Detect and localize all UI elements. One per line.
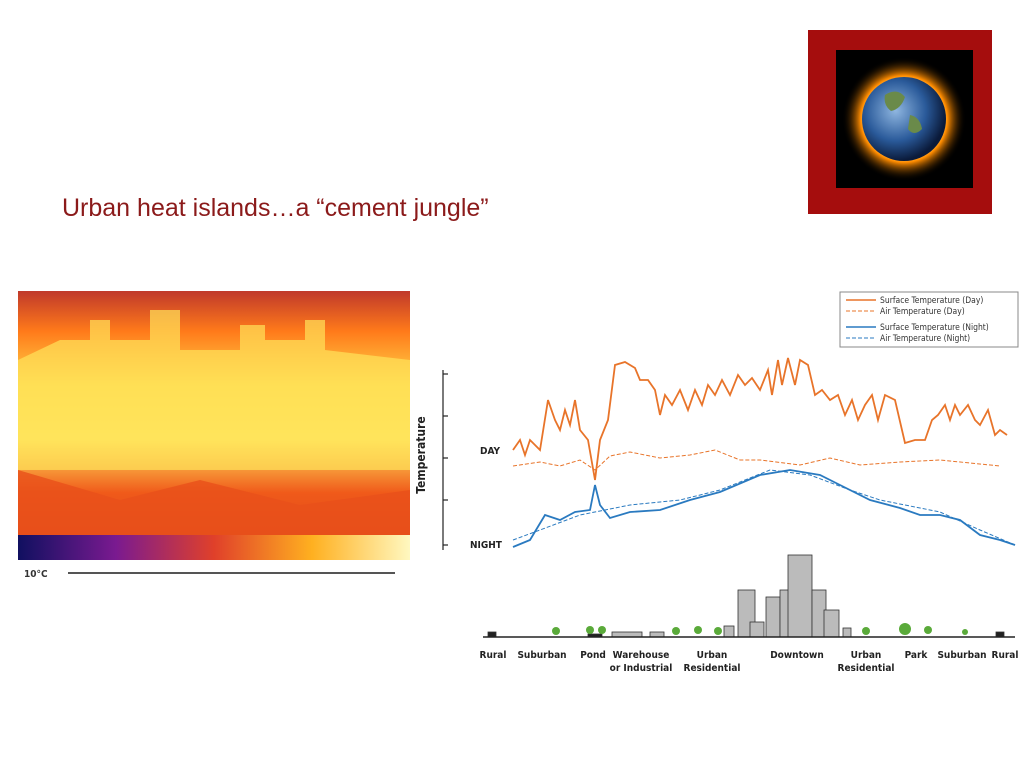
zone-label-line: Rural <box>992 650 1019 661</box>
zone-label-line: Rural <box>480 650 507 661</box>
sun-glow <box>842 57 966 181</box>
zone-label: Warehouse or Industrial <box>610 650 673 674</box>
zone-label-line: Suburban <box>517 650 566 661</box>
scale-label: 10°C <box>24 569 48 580</box>
legend-entry: Surface Temperature (Night) <box>880 323 989 333</box>
zone-label: Rural <box>480 650 507 661</box>
zone-label-line: Pond <box>580 650 606 661</box>
zone-label-line: Residential <box>684 663 741 674</box>
buildings <box>487 554 1005 638</box>
zone-label: Urban Residential <box>684 650 741 674</box>
legend-box <box>839 291 1019 348</box>
zone-label-line: Downtown <box>770 650 824 661</box>
zone-label-line: Urban <box>697 650 728 661</box>
air-day-curve <box>512 449 1001 471</box>
y-axis-label: Temperature <box>414 416 428 494</box>
zone-label-line: Park <box>905 650 929 661</box>
zone-label-line: Urban <box>851 650 882 661</box>
continents <box>884 91 922 133</box>
thermal-skyline <box>18 310 410 470</box>
surface-day-curve <box>512 357 1008 481</box>
surface-night-curve <box>512 469 1016 548</box>
zone-label: Urban Residential <box>838 650 895 674</box>
legend-entry: Surface Temperature (Day) <box>880 296 983 306</box>
thermal-foreground <box>18 470 410 535</box>
air-night-curve <box>512 469 1016 546</box>
zone-label-line: Warehouse <box>613 650 670 661</box>
earth-frame <box>808 30 992 214</box>
slide-title: Urban heat islands…a “cement jungle” <box>62 194 489 222</box>
zone-label-line: Residential <box>838 663 895 674</box>
zone-label: Suburban <box>517 650 566 661</box>
legend-entry: Air Temperature (Day) <box>880 307 965 317</box>
day-label: DAY <box>480 446 500 457</box>
trees <box>552 623 968 635</box>
earth-background <box>836 50 973 188</box>
thermal-image <box>18 291 410 560</box>
thermal-scale <box>18 535 410 560</box>
zone-label-line: or Industrial <box>610 663 673 674</box>
zone-label: Rural <box>992 650 1019 661</box>
zone-label: Downtown <box>770 650 824 661</box>
zone-label: Suburban <box>937 650 986 661</box>
zone-label: Park <box>905 650 929 661</box>
zone-label-line: Suburban <box>937 650 986 661</box>
y-axis <box>442 370 448 550</box>
night-label: NIGHT <box>470 540 503 551</box>
earth <box>862 77 946 161</box>
zone-label: Pond <box>580 650 606 661</box>
legend-entry: Air Temperature (Night) <box>880 334 970 344</box>
